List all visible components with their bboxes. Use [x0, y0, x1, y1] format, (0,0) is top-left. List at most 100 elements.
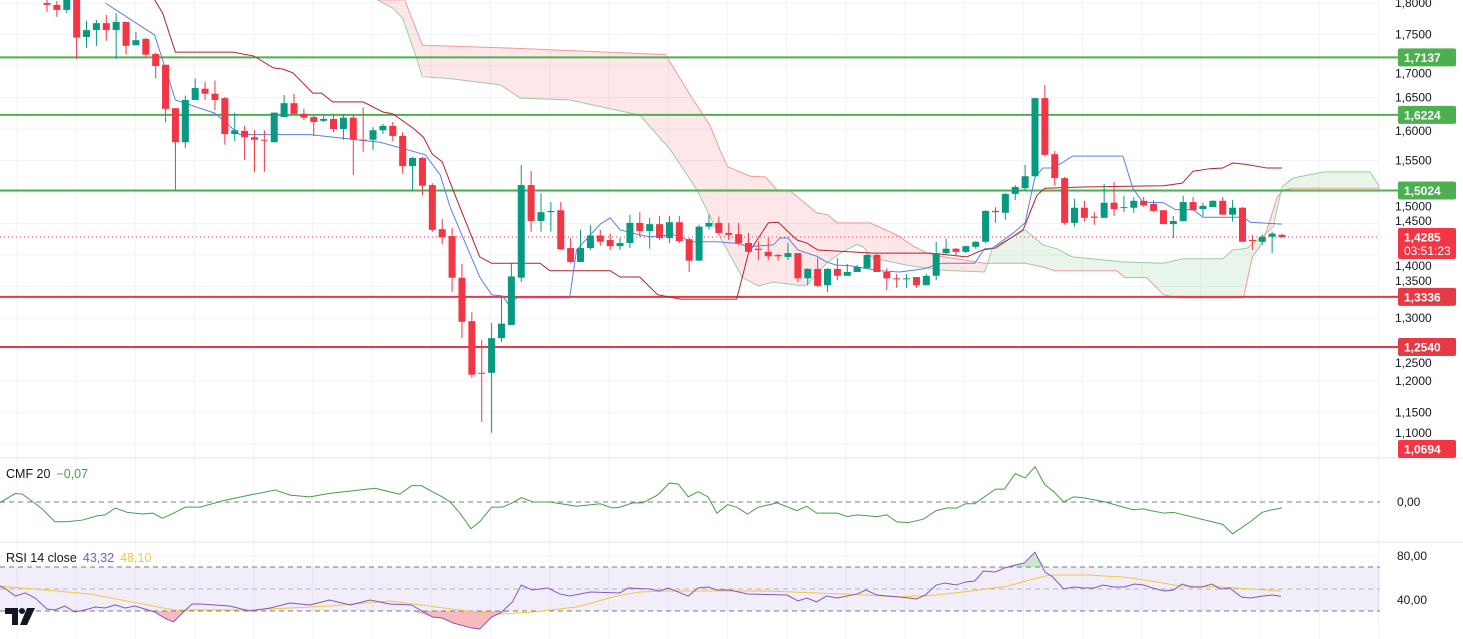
candle[interactable] [181, 95, 189, 148]
candle[interactable] [399, 132, 407, 174]
candle[interactable] [804, 268, 812, 286]
candle[interactable] [824, 268, 832, 293]
candle[interactable] [833, 258, 841, 281]
candle[interactable] [577, 229, 585, 262]
candle[interactable] [883, 268, 891, 291]
candle[interactable] [478, 340, 486, 422]
candle[interactable] [527, 171, 535, 232]
candle[interactable] [73, 0, 81, 60]
candle[interactable] [409, 156, 417, 191]
candle[interactable] [636, 212, 644, 237]
candle[interactable] [982, 210, 990, 244]
candle[interactable] [92, 20, 100, 46]
candle[interactable] [497, 295, 505, 342]
candle[interactable] [912, 277, 920, 288]
candle[interactable] [359, 107, 367, 152]
candle[interactable] [349, 115, 357, 175]
candle[interactable] [310, 115, 318, 136]
candle[interactable] [517, 164, 525, 283]
candle[interactable] [1001, 193, 1009, 220]
candle[interactable] [83, 20, 91, 48]
price-level-label-box[interactable] [1398, 440, 1456, 458]
candle[interactable] [63, 0, 71, 14]
candle[interactable] [280, 94, 288, 118]
candle[interactable] [952, 248, 960, 257]
candle[interactable] [330, 113, 338, 133]
candle[interactable] [43, 0, 51, 12]
candle[interactable] [1248, 234, 1256, 250]
candle[interactable] [567, 237, 575, 264]
candle[interactable] [695, 224, 703, 261]
candle[interactable] [675, 215, 683, 244]
candle[interactable] [468, 312, 476, 378]
candle[interactable] [547, 202, 555, 232]
candle[interactable] [1150, 200, 1158, 213]
candle[interactable] [290, 93, 298, 114]
candle[interactable] [320, 115, 328, 123]
candle[interactable] [339, 113, 347, 140]
candle[interactable] [1238, 207, 1246, 242]
candle[interactable] [53, 1, 61, 17]
candle[interactable] [606, 233, 614, 250]
candle[interactable] [369, 127, 377, 150]
candle[interactable] [1278, 233, 1286, 238]
candle[interactable] [221, 96, 229, 145]
candle[interactable] [972, 241, 980, 249]
candle[interactable] [389, 122, 397, 141]
candle[interactable] [626, 214, 634, 249]
candle[interactable] [231, 112, 239, 141]
rsi-legend[interactable]: RSI 14 close 43,32 48,10 [6, 551, 157, 565]
candle[interactable] [211, 80, 219, 111]
candle[interactable] [705, 214, 713, 230]
candle[interactable] [152, 52, 160, 79]
candle[interactable] [903, 273, 911, 288]
candle[interactable] [132, 31, 140, 46]
candle[interactable] [1140, 197, 1148, 208]
candle[interactable] [1130, 197, 1138, 213]
candle[interactable] [112, 13, 120, 60]
candle[interactable] [557, 202, 565, 250]
candle[interactable] [171, 108, 179, 191]
candle[interactable] [537, 193, 545, 232]
candle[interactable] [418, 156, 426, 196]
candle[interactable] [754, 241, 762, 261]
candle[interactable] [991, 207, 999, 223]
last-price-label-box[interactable] [1398, 228, 1456, 260]
candle[interactable] [744, 232, 752, 252]
candle[interactable] [932, 241, 940, 281]
candle[interactable] [784, 243, 792, 261]
candle[interactable] [962, 245, 970, 254]
candle[interactable] [142, 37, 150, 58]
cmf-pane[interactable] [0, 465, 1380, 535]
candle[interactable] [616, 237, 624, 250]
candle[interactable] [191, 78, 199, 101]
price-level-label-box[interactable] [1398, 48, 1456, 67]
candle[interactable] [1100, 183, 1108, 218]
candle[interactable] [1051, 151, 1059, 186]
candle[interactable] [1021, 164, 1029, 191]
candle[interactable] [685, 237, 693, 273]
candle[interactable] [596, 229, 604, 246]
candle[interactable] [893, 273, 901, 288]
candle[interactable] [1041, 84, 1049, 157]
candle[interactable] [438, 219, 446, 245]
price-level-label-box[interactable] [1398, 105, 1456, 124]
candle[interactable] [1011, 185, 1019, 201]
candle[interactable] [774, 253, 782, 261]
candle[interactable] [1071, 198, 1079, 227]
price-level-label-box[interactable] [1398, 181, 1456, 200]
candle[interactable] [646, 217, 654, 249]
candle[interactable] [379, 123, 387, 135]
rsi-pane[interactable] [0, 551, 1380, 630]
candle[interactable] [241, 125, 249, 160]
candle[interactable] [863, 253, 871, 269]
candle[interactable] [1090, 212, 1098, 225]
candle[interactable] [853, 265, 861, 273]
candle[interactable] [260, 130, 268, 172]
price-axis[interactable]: 1,8000 1,7500 1,7000 1,6500 1,6000 1,5500 1,50… [1380, 0, 1456, 607]
cmf-legend[interactable]: CMF 20 −0,07 [6, 467, 94, 481]
candle[interactable] [1229, 200, 1237, 222]
candle[interactable] [725, 222, 733, 240]
candle[interactable] [428, 183, 436, 232]
